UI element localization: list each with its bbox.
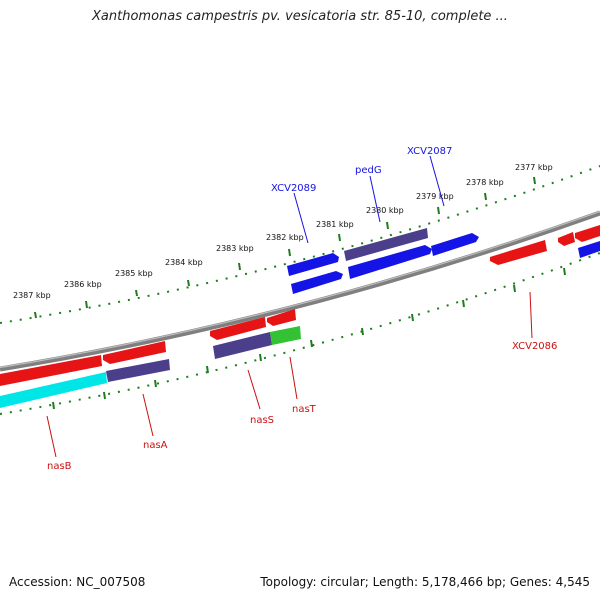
gene-label-pedg[interactable]: pedG: [355, 165, 382, 176]
gene-arrow-xcv2089[interactable]: [287, 253, 339, 276]
gene-label-xcv2086[interactable]: XCV2086: [512, 341, 557, 352]
gene-arrow-nasa[interactable]: [106, 359, 170, 382]
gene-arrow-pedg[interactable]: [344, 228, 428, 261]
reverse-genes: [0, 225, 600, 408]
genome-backbone: [0, 210, 600, 372]
tick-label-2383: 2383 kbp: [216, 244, 254, 253]
tick-label-2386: 2386 kbp: [64, 280, 102, 289]
gene-arrow-nasb-red[interactable]: [0, 355, 102, 386]
label-leaders: [46, 155, 533, 458]
gene-arrow-forward-small[interactable]: [291, 271, 343, 294]
gene-arrow-reverse-edge[interactable]: [575, 225, 600, 242]
tick-label-2387: 2387 kbp: [13, 291, 51, 300]
gene-arrow-nast[interactable]: [270, 326, 301, 345]
tick-label-2384: 2384 kbp: [165, 258, 203, 267]
tick-label-2377: 2377 kbp: [515, 163, 553, 172]
forward-genes: [287, 228, 600, 294]
accession-text: Accession: NC_007508: [9, 575, 146, 589]
gene-label-nass[interactable]: nasS: [250, 415, 274, 426]
tick-label-2380: 2380 kbp: [366, 206, 404, 215]
scale-labels: 2377 kbp 2378 kbp 2379 kbp 2380 kbp 2381…: [13, 163, 553, 300]
gene-arrow-forward-long[interactable]: [348, 245, 432, 279]
tick-label-2379: 2379 kbp: [416, 192, 454, 201]
genome-summary-text: Topology: circular; Length: 5,178,466 bp…: [260, 575, 590, 589]
gene-label-xcv2087[interactable]: XCV2087: [407, 146, 452, 157]
tick-label-2381: 2381 kbp: [316, 220, 354, 229]
gene-arrow-nass-red[interactable]: [210, 317, 266, 340]
gene-arrow-forward-edge[interactable]: [578, 241, 600, 258]
tick-label-2385: 2385 kbp: [115, 269, 153, 278]
genome-backbone-highlight: [0, 210, 600, 369]
tick-label-2382: 2382 kbp: [266, 233, 304, 242]
gene-label-nasa[interactable]: nasA: [143, 440, 168, 451]
gene-label-nasb[interactable]: nasB: [47, 461, 72, 472]
inner-major-ticks: [52, 267, 566, 410]
gene-arrow-reverse-small[interactable]: [558, 232, 575, 246]
genome-title: Xanthomonas campestris pv. vesicatoria s…: [92, 9, 508, 24]
gene-arrow-nasb[interactable]: [0, 372, 107, 408]
gene-arrow-xcv2086[interactable]: [490, 240, 547, 265]
gene-arrow-nasT-red[interactable]: [267, 309, 296, 326]
outer-major-ticks: [34, 176, 536, 319]
gene-label-xcv2089[interactable]: XCV2089: [271, 183, 316, 194]
gene-labels: XCV2089 pedG XCV2087 XCV2086 nasT nasS n…: [47, 146, 557, 472]
gene-label-nast[interactable]: nasT: [292, 404, 317, 415]
gene-arrow-nasa-red[interactable]: [103, 341, 166, 364]
gene-arrow-nass[interactable]: [213, 332, 272, 359]
tick-label-2378: 2378 kbp: [466, 178, 504, 187]
gene-arrow-xcv2087[interactable]: [431, 233, 479, 256]
